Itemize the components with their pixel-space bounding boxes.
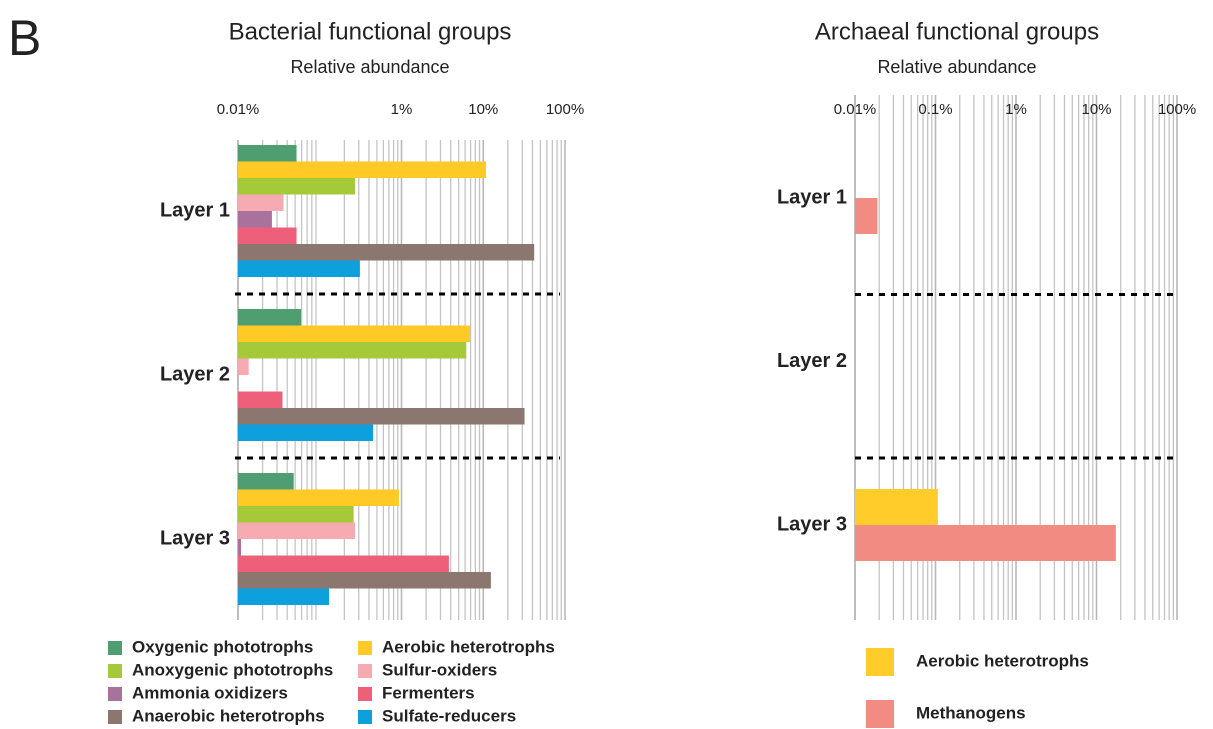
bar: [238, 178, 356, 195]
legend-label: Anoxygenic phototrophs: [132, 660, 333, 679]
category-label: Layer 1: [777, 186, 847, 208]
bar: [238, 325, 471, 342]
legend-swatch: [866, 700, 894, 728]
x-tick-label: 100%: [1158, 101, 1196, 118]
category-label: Layer 2: [160, 363, 230, 385]
bar: [238, 539, 242, 556]
bar: [238, 260, 360, 277]
bar: [238, 408, 525, 425]
chart-title: Archaeal functional groups: [815, 18, 1099, 45]
legend-swatch: [358, 710, 372, 724]
bar: [238, 522, 356, 539]
bar: [238, 194, 284, 211]
x-tick-label: 1%: [1005, 101, 1027, 118]
legend-swatch: [108, 687, 122, 701]
legend-label: Oxygenic phototrophs: [132, 637, 313, 656]
legend-label: Sulfur-oxiders: [382, 660, 497, 679]
legend-label: Sulfate-reducers: [382, 706, 516, 725]
bar: [238, 145, 297, 162]
legend-label: Methanogens: [916, 703, 1026, 722]
bar: [238, 358, 249, 375]
bar: [238, 244, 535, 261]
x-tick-label: 1%: [391, 101, 413, 118]
chart-subtitle: Relative abundance: [290, 57, 449, 77]
bar: [238, 572, 491, 589]
legend-swatch: [108, 641, 122, 655]
category-label: Layer 3: [777, 513, 847, 535]
bar: [238, 391, 283, 408]
legend-label: Aerobic heterotrophs: [382, 637, 555, 656]
legend-swatch: [358, 664, 372, 678]
bar: [238, 227, 297, 244]
bar: [238, 161, 486, 178]
legend-swatch: [866, 648, 894, 676]
legend-label: Aerobic heterotrophs: [916, 651, 1089, 670]
bar: [238, 588, 330, 605]
bar: [238, 342, 467, 359]
bar: [238, 489, 399, 506]
category-label: Layer 2: [777, 350, 847, 372]
bar: [238, 424, 374, 441]
bar: [238, 473, 294, 490]
bar: [855, 198, 878, 234]
bar: [238, 506, 354, 523]
x-tick-label: 10%: [1081, 101, 1111, 118]
legend-swatch: [358, 687, 372, 701]
x-tick-label: 0.01%: [217, 101, 260, 118]
x-tick-label: 0.1%: [918, 101, 952, 118]
chart-subtitle: Relative abundance: [877, 57, 1036, 77]
category-label: Layer 3: [160, 527, 230, 549]
x-tick-label: 10%: [468, 101, 498, 118]
category-label: Layer 1: [160, 199, 230, 221]
legend-label: Anaerobic heterotrophs: [132, 706, 325, 725]
bar: [238, 211, 272, 228]
legend-label: Fermenters: [382, 683, 475, 702]
bar: [238, 309, 302, 326]
legend-swatch: [358, 641, 372, 655]
legend-swatch: [108, 710, 122, 724]
legend-swatch: [108, 664, 122, 678]
panel-label: B: [8, 10, 41, 66]
legend-label: Ammonia oxidizers: [132, 683, 288, 702]
chart-title: Bacterial functional groups: [229, 18, 512, 45]
x-tick-label: 100%: [546, 101, 584, 118]
bar: [855, 489, 938, 525]
bar: [855, 525, 1116, 561]
bar: [238, 555, 449, 572]
